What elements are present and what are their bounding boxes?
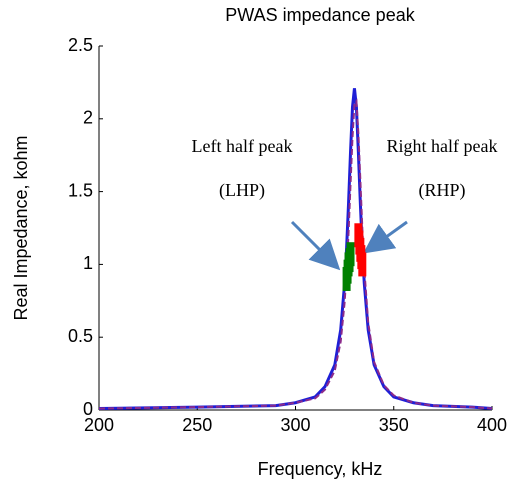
highlight-mark [358, 252, 367, 277]
x-tick-label: 300 [280, 415, 310, 435]
annotation: (LHP) [219, 180, 265, 201]
x-axis-label: Frequency, kHz [258, 459, 383, 479]
y-tick-label: 0.5 [68, 326, 93, 346]
y-tick-label: 0 [83, 399, 93, 419]
chart-title: PWAS impedance peak [225, 5, 415, 25]
highlight-mark [346, 242, 355, 267]
x-tick-label: 400 [477, 415, 507, 435]
x-tick-label: 250 [182, 415, 212, 435]
y-tick-label: 2.5 [68, 35, 93, 55]
y-tick-label: 1 [83, 253, 93, 273]
x-tick-label: 200 [84, 415, 114, 435]
y-axis-label: Real Impedance, kohm [11, 135, 31, 320]
x-tick-label: 350 [379, 415, 409, 435]
annotation: Right half peak [387, 136, 498, 156]
y-tick-label: 1.5 [68, 180, 93, 200]
arrow [290, 220, 341, 271]
line [98, 98, 493, 410]
y-tick-label: 2 [83, 108, 93, 128]
line [98, 88, 493, 411]
annotation: Left half peak [192, 136, 293, 156]
arrow [363, 220, 408, 254]
annotation: (RHP) [418, 180, 465, 201]
